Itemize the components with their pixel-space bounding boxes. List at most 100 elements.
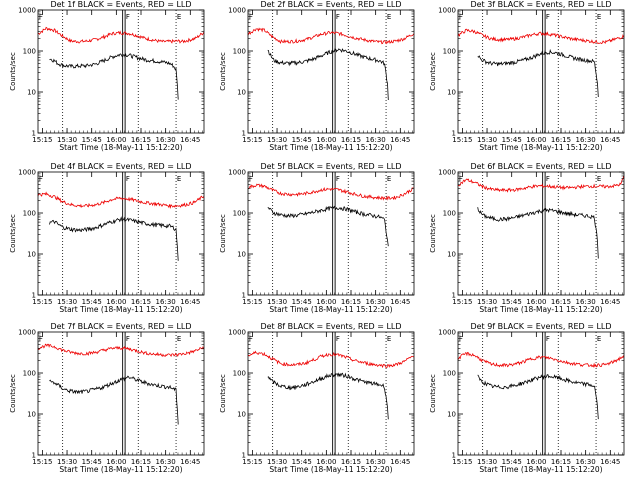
x-tick-label: 16:30 bbox=[576, 136, 596, 144]
lld-series-line bbox=[247, 27, 415, 45]
y-tick-label: 1 bbox=[242, 130, 246, 138]
x-axis-label: Start Time (18-May-11 15:12:20) bbox=[59, 465, 182, 474]
x-tick-label: 16:30 bbox=[576, 458, 596, 466]
x-tick-label: 16:45 bbox=[180, 298, 200, 306]
panel-5: Det 5f BLACK = Events, RED = LLD F F E 1000 1… bbox=[219, 162, 415, 314]
panel-1: Det 1f BLACK = Events, RED = LLD F F E 1000 1… bbox=[9, 0, 205, 152]
plot-frame bbox=[247, 9, 415, 134]
panel-title: Det 6f BLACK = Events, RED = LLD bbox=[470, 162, 611, 171]
x-tick-label: 16:15 bbox=[551, 136, 571, 144]
marker-letter-e: E bbox=[387, 175, 391, 183]
y-tick-label: 10 bbox=[237, 251, 246, 259]
panel-title: Det 4f BLACK = Events, RED = LLD bbox=[50, 162, 191, 171]
y-tick-label: 1 bbox=[452, 292, 456, 300]
marker-letter-e: E bbox=[597, 13, 601, 21]
marker-letter-e: E bbox=[597, 335, 601, 343]
x-tick-label: 16:15 bbox=[341, 136, 361, 144]
x-tick-label: 16:15 bbox=[131, 458, 151, 466]
events-series-line bbox=[477, 374, 599, 420]
x-tick-label: 16:45 bbox=[180, 458, 200, 466]
marker-letter-f: F bbox=[126, 335, 130, 343]
x-tick-label: 16:15 bbox=[131, 298, 151, 306]
y-tick-label: 1000 bbox=[228, 169, 246, 177]
panels: Det 1f BLACK = Events, RED = LLD F F E 1000 1… bbox=[9, 0, 625, 474]
x-tick-label: 16:15 bbox=[341, 458, 361, 466]
y-axis-label: Counts/sec bbox=[429, 374, 437, 413]
x-tick-label: 15:45 bbox=[292, 136, 312, 144]
x-tick-label: 16:15 bbox=[551, 298, 571, 306]
x-tick-label: 15:45 bbox=[502, 298, 522, 306]
marker-letter-f: F bbox=[336, 13, 340, 21]
lld-series-line bbox=[248, 183, 414, 201]
plot-frame bbox=[37, 331, 205, 456]
x-tick-label: 15:30 bbox=[267, 458, 287, 466]
events-series-line bbox=[267, 372, 389, 420]
panel-8: Det 8f BLACK = Events, RED = LLD F F E 1000 1… bbox=[219, 322, 415, 474]
y-tick-label: 100 bbox=[23, 370, 36, 378]
events-series-line bbox=[49, 375, 179, 425]
x-tick-label: 15:30 bbox=[57, 458, 77, 466]
lld-series-line bbox=[37, 191, 205, 209]
x-tick-label: 16:00 bbox=[526, 136, 546, 144]
x-tick-label: 15:15 bbox=[242, 458, 262, 466]
marker-letter-f: F bbox=[459, 335, 463, 343]
plot-frame bbox=[247, 331, 415, 456]
x-tick-label: 16:00 bbox=[106, 136, 126, 144]
marker-letter-f: F bbox=[126, 13, 130, 21]
x-tick-label: 16:00 bbox=[526, 298, 546, 306]
y-tick-label: 10 bbox=[27, 89, 36, 97]
marker-letter-f: F bbox=[459, 175, 463, 183]
x-tick-label: 15:45 bbox=[82, 298, 102, 306]
marker-letter-e: E bbox=[177, 335, 181, 343]
marker-letter-e: E bbox=[387, 13, 391, 21]
x-tick-label: 16:30 bbox=[156, 458, 176, 466]
y-tick-label: 1 bbox=[452, 452, 456, 460]
x-tick-label: 15:30 bbox=[267, 136, 287, 144]
y-tick-label: 100 bbox=[443, 48, 456, 56]
x-tick-label: 15:15 bbox=[242, 298, 262, 306]
x-tick-label: 15:15 bbox=[452, 458, 472, 466]
x-tick-label: 15:45 bbox=[502, 458, 522, 466]
plot-frame bbox=[457, 9, 625, 134]
marker-letter-f: F bbox=[39, 13, 43, 21]
marker-letter-f: F bbox=[249, 335, 253, 343]
x-tick-label: 16:15 bbox=[341, 298, 361, 306]
x-tick-label: 15:15 bbox=[242, 136, 262, 144]
y-tick-label: 1 bbox=[242, 452, 246, 460]
lld-series-line bbox=[247, 350, 414, 369]
y-tick-label: 1000 bbox=[438, 7, 456, 15]
marker-letter-e: E bbox=[387, 335, 391, 343]
events-series-line bbox=[477, 48, 599, 98]
marker-letter-f: F bbox=[39, 335, 43, 343]
marker-letter-e: E bbox=[177, 13, 181, 21]
y-tick-label: 1 bbox=[242, 292, 246, 300]
panel-title: Det 3f BLACK = Events, RED = LLD bbox=[470, 0, 611, 9]
marker-letter-f: F bbox=[126, 175, 130, 183]
panel-title: Det 5f BLACK = Events, RED = LLD bbox=[260, 162, 401, 171]
y-tick-label: 10 bbox=[447, 411, 456, 419]
y-tick-label: 1 bbox=[452, 130, 456, 138]
x-tick-label: 16:15 bbox=[551, 458, 571, 466]
events-series-line bbox=[267, 48, 389, 101]
y-tick-label: 1000 bbox=[18, 7, 36, 15]
x-tick-label: 15:15 bbox=[32, 458, 52, 466]
y-axis-label: Counts/sec bbox=[9, 214, 17, 253]
marker-letter-f: F bbox=[546, 335, 550, 343]
x-tick-label: 15:15 bbox=[32, 136, 52, 144]
lld-series-line bbox=[457, 351, 625, 368]
events-series-line bbox=[49, 216, 179, 261]
panel-6: Det 6f BLACK = Events, RED = LLD F F E 1000 1… bbox=[429, 162, 625, 314]
x-tick-label: 16:00 bbox=[526, 458, 546, 466]
plot-frame bbox=[247, 171, 415, 296]
y-tick-label: 10 bbox=[447, 89, 456, 97]
x-tick-label: 15:30 bbox=[477, 298, 497, 306]
x-tick-label: 15:30 bbox=[477, 458, 497, 466]
x-axis-label: Start Time (18-May-11 15:12:20) bbox=[479, 143, 602, 152]
x-tick-label: 16:00 bbox=[316, 298, 336, 306]
plot-frame bbox=[37, 9, 205, 134]
x-tick-label: 16:45 bbox=[600, 458, 620, 466]
panel-title: Det 7f BLACK = Events, RED = LLD bbox=[50, 322, 191, 331]
x-tick-label: 15:45 bbox=[502, 136, 522, 144]
plot-frame bbox=[457, 171, 625, 296]
